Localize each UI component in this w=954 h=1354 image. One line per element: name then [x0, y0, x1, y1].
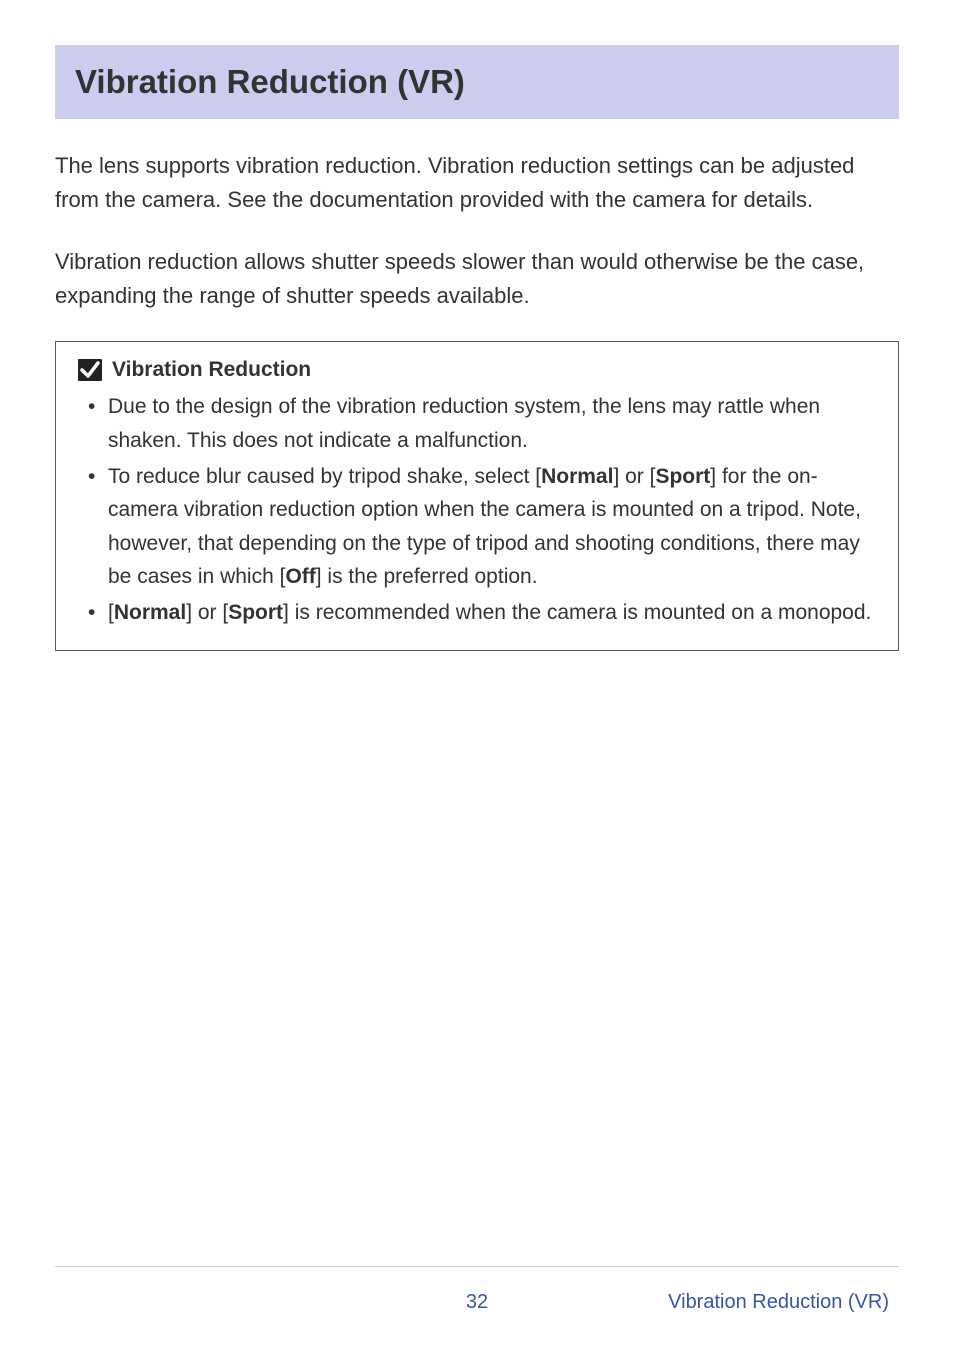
body-paragraph-2: Vibration reduction allows shutter speed…	[55, 245, 899, 313]
bold-normal: Normal	[541, 465, 613, 488]
page-title: Vibration Reduction (VR)	[75, 63, 879, 101]
bold-off: Off	[285, 565, 315, 588]
footer-content: 32 Vibration Reduction (VR)	[55, 1291, 899, 1314]
footer-section-link[interactable]: Vibration Reduction (VR)	[668, 1291, 889, 1314]
title-banner: Vibration Reduction (VR)	[55, 45, 899, 119]
info-box: Vibration Reduction Due to the design of…	[55, 341, 899, 650]
bold-normal: Normal	[114, 601, 186, 624]
bold-sport: Sport	[228, 601, 283, 624]
bold-sport: Sport	[655, 465, 710, 488]
info-box-title: Vibration Reduction	[112, 358, 311, 382]
info-box-item-2: To reduce blur caused by tripod shake, s…	[84, 460, 878, 594]
footer-divider	[55, 1266, 899, 1267]
text-fragment: ] or [	[613, 465, 655, 488]
info-box-item-3: [Normal] or [Sport] is recommended when …	[84, 596, 878, 630]
page-footer: 32 Vibration Reduction (VR)	[55, 1266, 899, 1314]
body-paragraph-1: The lens supports vibration reduction. V…	[55, 149, 899, 217]
text-fragment: ] is recommended when the camera is moun…	[283, 601, 871, 624]
info-box-item-1: Due to the design of the vibration reduc…	[84, 390, 878, 457]
info-box-header: Vibration Reduction	[76, 358, 878, 382]
info-box-list: Due to the design of the vibration reduc…	[76, 390, 878, 629]
text-fragment: ] is the preferred option.	[316, 565, 538, 588]
text-fragment: To reduce blur caused by tripod shake, s…	[108, 465, 541, 488]
text-fragment: ] or [	[186, 601, 228, 624]
check-icon	[76, 358, 104, 382]
page-number: 32	[466, 1291, 488, 1314]
